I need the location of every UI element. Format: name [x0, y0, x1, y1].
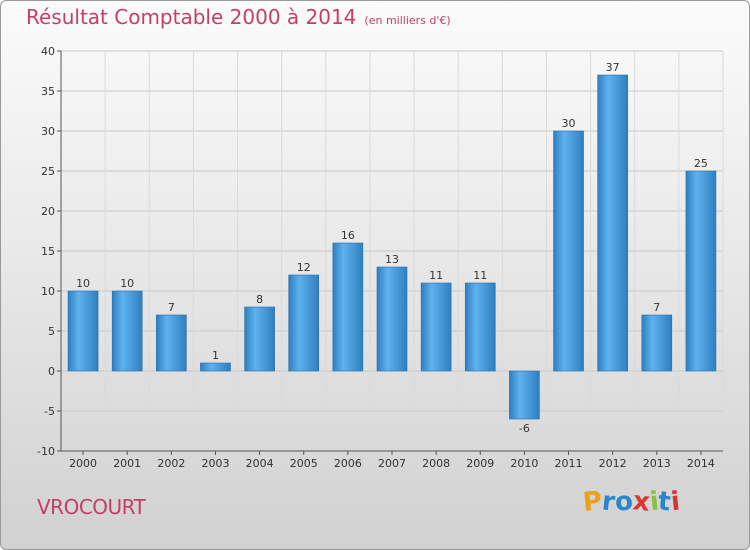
data-label: 16 [341, 229, 355, 242]
data-label: 12 [297, 261, 311, 274]
bar [67, 290, 99, 372]
data-label: 13 [385, 253, 399, 266]
x-tick-label: 2004 [246, 457, 274, 470]
y-tick-label: 30 [41, 125, 55, 138]
x-tick-label: 2013 [643, 457, 671, 470]
data-label: 11 [473, 269, 487, 282]
proxiti-logo: Proxiti [581, 486, 682, 518]
x-tick-label: 2012 [599, 457, 627, 470]
y-tick-label: 20 [41, 205, 55, 218]
x-tick-label: 2009 [466, 457, 494, 470]
x-tick-label: 2011 [555, 457, 583, 470]
bar [156, 314, 187, 372]
data-label: 10 [120, 277, 134, 290]
chart-subtitle: (en milliers d'€) [364, 14, 451, 27]
data-label: -6 [519, 422, 530, 435]
x-tick-label: 2010 [510, 457, 538, 470]
y-tick-label: -5 [44, 405, 55, 418]
data-label: 8 [256, 293, 263, 306]
bar [244, 306, 275, 372]
bar [597, 74, 628, 372]
x-tick-label: 2006 [334, 457, 362, 470]
data-label: 30 [562, 117, 576, 130]
data-label: 1 [212, 349, 219, 362]
data-label: 11 [429, 269, 443, 282]
x-tick-label: 2002 [157, 457, 185, 470]
x-tick-label: 2001 [113, 457, 141, 470]
bar [332, 242, 364, 372]
chart-title: Résultat Comptable 2000 à 2014 [26, 5, 357, 29]
data-label: 10 [76, 277, 90, 290]
x-tick-label: 2003 [201, 457, 229, 470]
bar [420, 282, 452, 372]
x-tick-label: 2005 [290, 457, 318, 470]
x-tick-label: 2000 [69, 457, 97, 470]
y-tick-label: 40 [41, 45, 55, 58]
data-label: 25 [694, 157, 708, 170]
data-label: 37 [606, 61, 620, 74]
bar [685, 170, 717, 372]
bar [464, 282, 496, 372]
y-tick-label: 10 [41, 285, 55, 298]
y-tick-label: 5 [48, 325, 55, 338]
bar [200, 362, 231, 372]
chart-title-block: Résultat Comptable 2000 à 2014 (en millie… [26, 5, 451, 29]
y-tick-label: 15 [41, 245, 55, 258]
bar [376, 266, 408, 372]
data-label: 7 [653, 301, 660, 314]
y-tick-label: 35 [41, 85, 55, 98]
x-tick-label: 2014 [687, 457, 715, 470]
logo-letter: i [669, 486, 682, 518]
commune-name: VROCOURT [37, 495, 146, 519]
y-tick-label: 0 [48, 365, 55, 378]
data-label: 7 [168, 301, 175, 314]
bar [641, 314, 673, 372]
bar [553, 130, 584, 372]
y-tick-label: 25 [41, 165, 55, 178]
bar [111, 290, 143, 372]
x-tick-label: 2007 [378, 457, 406, 470]
bar [288, 274, 320, 372]
x-tick-label: 2008 [422, 457, 450, 470]
bar [509, 370, 540, 420]
y-tick-label: -10 [37, 445, 55, 458]
